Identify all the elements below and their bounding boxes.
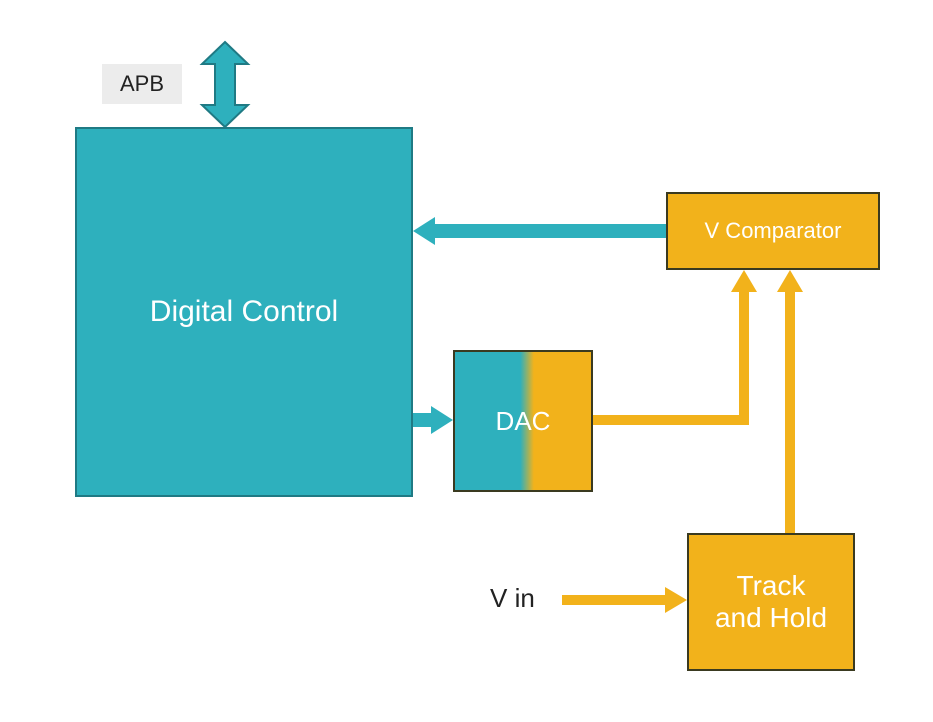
vin-label-text: V in	[490, 583, 535, 613]
dac-label: DAC	[496, 406, 551, 437]
dac-block: DAC	[453, 350, 593, 492]
apb-label: APB	[102, 64, 182, 104]
track-and-hold-label: Track and Hold	[715, 570, 827, 634]
digital-control-label: Digital Control	[150, 295, 338, 329]
digital-control-block: Digital Control	[75, 127, 413, 497]
apb-label-text: APB	[120, 71, 164, 97]
vin-label: V in	[490, 583, 535, 614]
v-comparator-block: V Comparator	[666, 192, 880, 270]
track-and-hold-block: Track and Hold	[687, 533, 855, 671]
v-comparator-label: V Comparator	[705, 218, 842, 244]
